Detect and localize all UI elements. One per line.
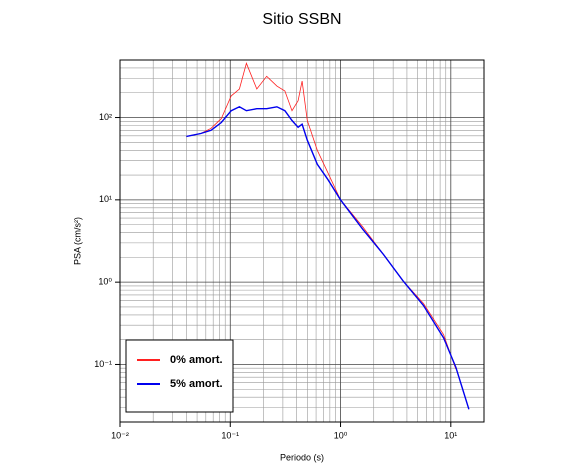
y-tick-label: 10¹ xyxy=(99,194,112,204)
plot xyxy=(186,62,470,410)
y-axis-label: PSA (cm/s²) xyxy=(72,217,82,265)
chart-title: Sitio SSBN xyxy=(262,11,341,28)
x-tick-label: 10⁻¹ xyxy=(221,430,239,440)
series-line xyxy=(186,62,457,370)
x-axis-label: Periodo (s) xyxy=(280,452,324,462)
plot-frame xyxy=(119,59,485,423)
legend-label: 0% amort. xyxy=(170,354,223,366)
legend xyxy=(125,339,234,413)
series-line xyxy=(186,106,470,410)
x-tick-label: 10⁻² xyxy=(111,430,129,440)
x-tick-label: 10¹ xyxy=(444,430,457,440)
y-tick-label: 10⁻¹ xyxy=(94,359,112,369)
x-tick-label: 10⁰ xyxy=(334,430,348,440)
y-tick-label: 10² xyxy=(99,112,112,122)
legend-label: 5% amort. xyxy=(170,378,223,390)
y-tick-label: 10⁰ xyxy=(98,277,112,287)
